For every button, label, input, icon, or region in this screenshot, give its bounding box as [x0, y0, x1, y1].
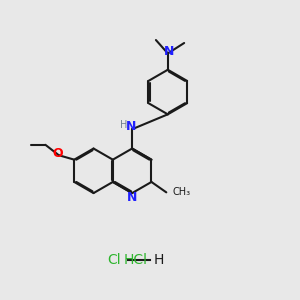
Text: N: N — [125, 120, 136, 133]
Text: O: O — [52, 147, 63, 160]
Text: N: N — [127, 191, 137, 204]
Text: H: H — [154, 253, 164, 267]
Text: H: H — [119, 120, 127, 130]
Text: CH₃: CH₃ — [173, 188, 191, 197]
Text: N: N — [164, 44, 175, 58]
Text: Cl: Cl — [107, 253, 121, 267]
Text: HCl: HCl — [123, 253, 147, 267]
